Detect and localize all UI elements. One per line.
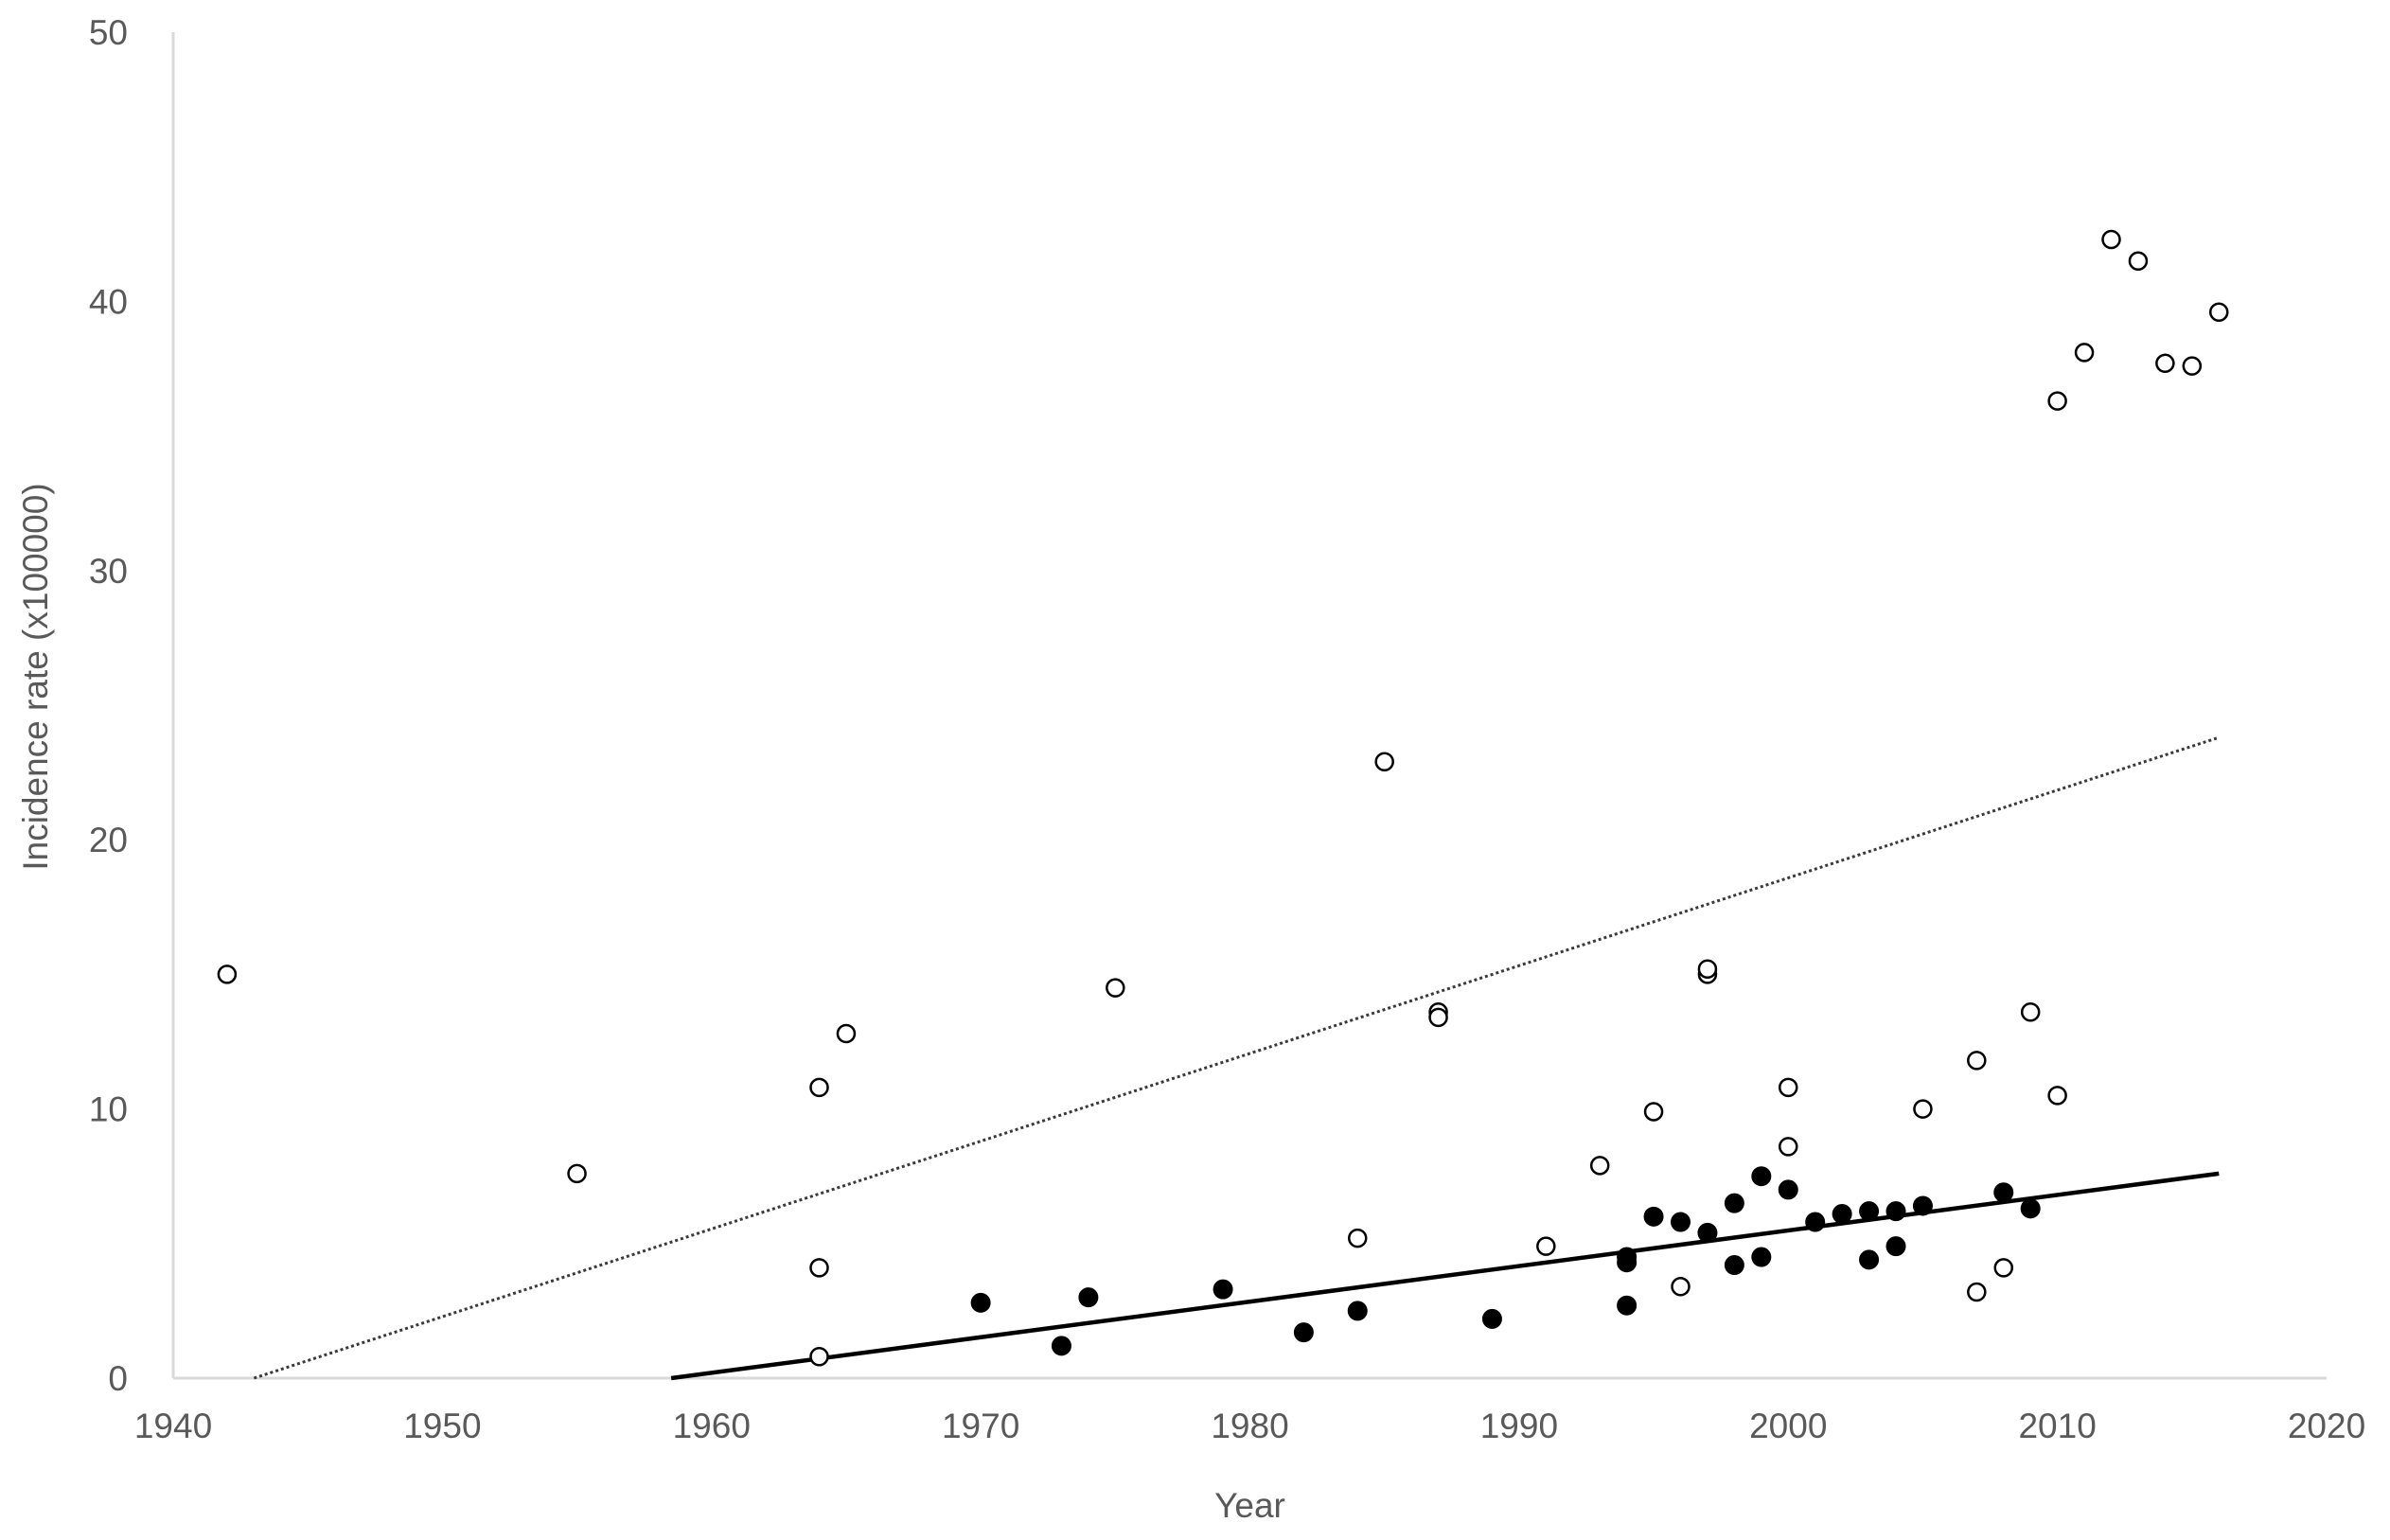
y-tick-label: 30: [89, 552, 128, 591]
filled-data-point: [1859, 1201, 1880, 1222]
open-data-point: [1697, 959, 1718, 979]
open-data-point: [1536, 1236, 1556, 1256]
open-data-point: [1428, 1007, 1448, 1028]
filled-data-point: [1885, 1236, 1906, 1257]
open-data-point: [217, 965, 238, 984]
trendline-solid: [670, 1171, 2220, 1381]
open-data-point: [1967, 1282, 1987, 1302]
open-data-point: [1967, 1051, 1987, 1071]
open-data-point: [2047, 391, 2067, 411]
open-data-point: [2101, 229, 2121, 250]
open-data-point: [1589, 1156, 1610, 1176]
filled-data-point: [1697, 1222, 1718, 1243]
open-data-point: [809, 1258, 829, 1278]
open-data-point: [809, 1346, 829, 1367]
filled-data-point: [1993, 1182, 2014, 1203]
open-data-point: [2209, 302, 2229, 323]
open-data-point: [1374, 752, 1394, 771]
filled-data-point: [1481, 1308, 1502, 1329]
open-data-point: [2020, 1001, 2041, 1022]
x-tick-label: 1950: [403, 1407, 481, 1445]
x-tick-label: 1980: [1211, 1407, 1288, 1445]
x-tick-label: 2000: [1749, 1407, 1827, 1445]
open-data-point: [2128, 251, 2149, 271]
y-tick-label: 40: [89, 282, 128, 321]
filled-data-point: [1832, 1204, 1852, 1225]
y-tick-labels: 0 10 20 30 40 50: [89, 13, 128, 1398]
y-axis-title: Incidence rate (x100000): [16, 483, 55, 870]
filled-data-point: [1724, 1193, 1744, 1213]
filled-data-point: [1617, 1252, 1638, 1273]
x-tick-label: 1970: [942, 1407, 1019, 1445]
y-tick-label: 0: [108, 1359, 128, 1398]
x-tick-label: 2010: [2018, 1407, 2096, 1445]
filled-data-point: [1643, 1206, 1664, 1227]
x-axis-title: Year: [1214, 1486, 1285, 1525]
open-data-point: [1993, 1258, 2013, 1278]
open-data-point: [1106, 978, 1125, 998]
filled-data-point: [1617, 1295, 1638, 1316]
filled-data-point: [1293, 1322, 1314, 1343]
y-tick-label: 50: [89, 13, 128, 52]
trendline-dotted: [253, 735, 2220, 1380]
filled-data-point: [1751, 1166, 1772, 1187]
filled-data-point: [1671, 1212, 1691, 1232]
open-data-point: [1671, 1277, 1691, 1297]
filled-data-point: [1078, 1287, 1099, 1308]
open-data-point: [567, 1163, 587, 1184]
open-data-point: [1779, 1077, 1798, 1098]
filled-data-point: [1778, 1179, 1798, 1200]
filled-data-point: [2020, 1198, 2041, 1219]
x-tick-label: 1990: [1480, 1407, 1558, 1445]
filled-data-point: [1805, 1212, 1826, 1232]
filled-data-point: [970, 1292, 991, 1313]
open-data-point: [1348, 1228, 1368, 1248]
filled-data-point: [1347, 1301, 1368, 1321]
y-tick-label: 10: [89, 1090, 128, 1129]
filled-data-point: [1051, 1336, 1071, 1356]
open-data-point: [1779, 1137, 1798, 1157]
filled-data-point: [1724, 1255, 1744, 1276]
x-tick-label: 1940: [134, 1407, 212, 1445]
open-data-point: [836, 1023, 857, 1044]
open-data-point: [2074, 343, 2095, 363]
open-data-point: [809, 1077, 829, 1098]
open-data-point: [1913, 1099, 1933, 1119]
filled-data-point: [1751, 1247, 1772, 1267]
open-data-point: [2155, 353, 2175, 374]
x-tick-label: 2020: [2288, 1407, 2365, 1445]
open-data-point: [2182, 356, 2203, 376]
x-tick-labels: 1940 1950 1960 1970 1980 1990 2000 2010 2020: [134, 1407, 2365, 1445]
x-tick-label: 1960: [673, 1407, 751, 1445]
open-data-point: [1643, 1102, 1664, 1122]
y-tick-label: 20: [89, 821, 128, 859]
trendlines-layer: [253, 735, 2220, 1381]
filled-data-point: [1885, 1201, 1906, 1222]
data-points-layer: [217, 229, 2229, 1367]
filled-data-point: [1912, 1195, 1933, 1216]
open-data-point: [2047, 1086, 2067, 1106]
filled-data-point: [1213, 1279, 1233, 1300]
filled-data-point: [1859, 1249, 1880, 1270]
